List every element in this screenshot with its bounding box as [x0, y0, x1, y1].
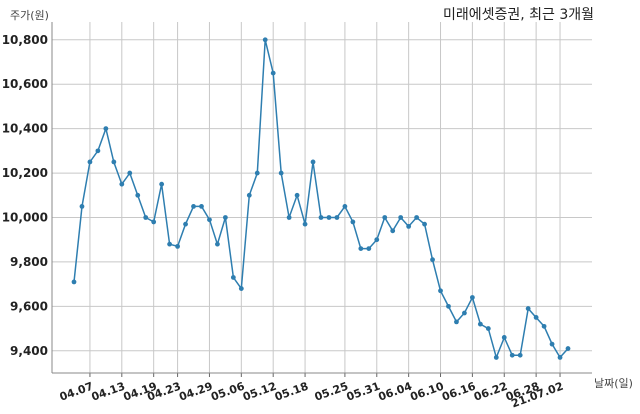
data-point: [382, 215, 388, 220]
data-point: [350, 219, 356, 225]
data-point: [254, 170, 260, 176]
y-tick-label: 10,600: [2, 77, 48, 91]
data-point: [358, 246, 364, 251]
x-tick-label: 05.18: [273, 380, 310, 404]
data-point: [119, 181, 125, 187]
data-point: [199, 203, 204, 209]
data-point: [286, 215, 292, 220]
price-series: [71, 37, 571, 360]
y-tick-label: 10,400: [2, 122, 48, 136]
data-point: [517, 352, 523, 358]
data-point: [398, 215, 404, 220]
data-point: [151, 219, 157, 225]
data-point: [549, 341, 555, 347]
data-point: [469, 295, 475, 300]
data-point: [557, 355, 563, 360]
data-point: [366, 246, 372, 251]
data-point: [79, 203, 85, 209]
data-point: [302, 221, 308, 227]
data-point: [111, 159, 117, 165]
data-point: [509, 352, 515, 358]
y-tick-label: 9,400: [10, 344, 48, 358]
data-point: [167, 241, 173, 247]
data-point: [406, 223, 412, 229]
data-point: [159, 181, 165, 187]
data-point: [477, 321, 483, 327]
data-point: [454, 319, 459, 325]
data-point: [342, 203, 348, 209]
data-point: [71, 279, 77, 285]
data-point: [270, 70, 276, 76]
chart-title: 미래에셋증권, 최근 3개월: [442, 7, 594, 23]
data-point: [533, 315, 539, 320]
series-line: [73, 39, 569, 360]
data-point: [422, 221, 427, 227]
y-tick-label: 10,800: [2, 33, 48, 47]
grid: [52, 22, 592, 373]
data-point: [541, 323, 547, 329]
data-point: [493, 355, 499, 360]
data-point: [230, 275, 236, 280]
data-point: [143, 215, 149, 220]
data-point: [485, 326, 491, 331]
data-point: [430, 257, 435, 263]
data-point: [246, 192, 252, 198]
y-axis-label: 주가(원): [10, 9, 49, 22]
data-point: [222, 215, 228, 220]
data-point: [127, 170, 133, 176]
data-point: [565, 346, 571, 351]
data-point: [207, 217, 212, 223]
data-point: [390, 228, 396, 234]
data-point: [525, 306, 531, 311]
data-point: [438, 288, 443, 294]
data-point: [278, 170, 284, 176]
data-point: [326, 215, 332, 220]
data-point: [501, 335, 507, 340]
data-point: [446, 303, 451, 309]
data-point: [414, 215, 420, 220]
data-point: [294, 192, 300, 198]
data-point: [135, 192, 141, 198]
data-point: [191, 203, 196, 209]
data-point: [95, 148, 101, 154]
data-point: [87, 159, 93, 165]
y-tick-label: 10,200: [2, 166, 48, 180]
data-point: [175, 243, 180, 249]
data-point: [318, 215, 324, 220]
y-tick-label: 9,600: [10, 299, 48, 313]
data-point: [238, 286, 244, 291]
data-point: [374, 237, 380, 243]
data-point: [334, 215, 340, 220]
data-point: [310, 159, 316, 165]
x-axis-label: 날짜(일): [594, 377, 633, 390]
y-tick-label: 10,000: [2, 210, 48, 224]
data-point: [462, 310, 467, 316]
data-point: [183, 221, 188, 227]
data-point: [262, 37, 268, 43]
data-point: [215, 241, 220, 247]
y-tick-label: 9,800: [10, 255, 48, 269]
data-point: [103, 126, 109, 132]
